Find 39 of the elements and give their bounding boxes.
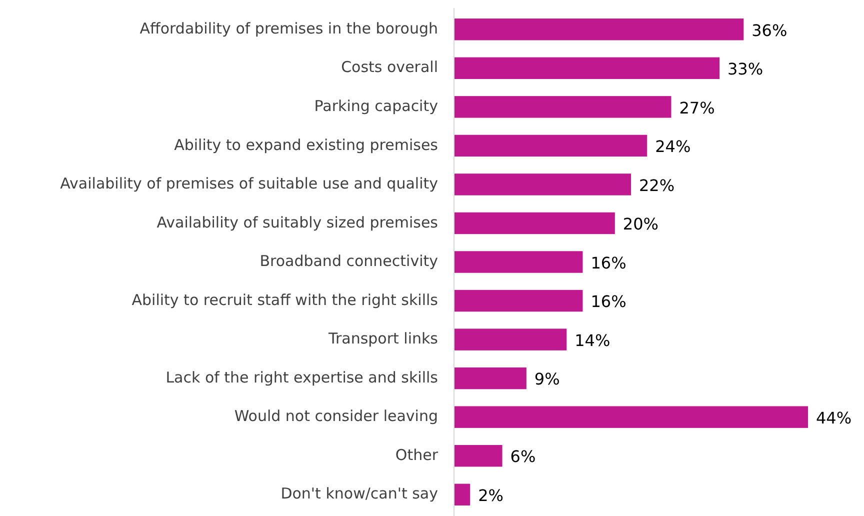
y-tick-label: Broadband connectivity bbox=[260, 252, 438, 270]
data-label: 36% bbox=[752, 20, 788, 40]
y-tick-label: Don't know/can't say bbox=[280, 484, 438, 503]
data-label: 16% bbox=[590, 253, 626, 272]
data-label: 27% bbox=[679, 98, 715, 118]
bar bbox=[454, 406, 808, 428]
bar bbox=[454, 328, 567, 350]
bar bbox=[454, 251, 583, 273]
y-tick-label: Ability to recruit staff with the right skills bbox=[132, 290, 438, 309]
data-label: 22% bbox=[639, 176, 675, 195]
bar bbox=[454, 367, 526, 390]
bar bbox=[454, 57, 720, 80]
data-label: 16% bbox=[590, 292, 626, 312]
y-tick-label: Costs overall bbox=[341, 58, 438, 76]
y-tick-label: Other bbox=[395, 446, 439, 464]
bar bbox=[454, 212, 615, 234]
y-tick-label: Transport links bbox=[328, 330, 438, 348]
y-tick-label: Affordability of premises in the borough bbox=[140, 19, 438, 38]
y-tick-label: Availability of premises of suitable use and quality bbox=[60, 174, 438, 193]
bar bbox=[454, 444, 502, 467]
data-label: 44% bbox=[816, 408, 852, 428]
data-label: 6% bbox=[510, 447, 536, 466]
data-label: 33% bbox=[728, 60, 764, 79]
data-label: 24% bbox=[655, 137, 691, 156]
bar bbox=[454, 18, 744, 40]
y-tick-label: Parking capacity bbox=[314, 97, 438, 116]
y-tick-label: Availability of suitably sized premises bbox=[156, 213, 438, 232]
data-label: 9% bbox=[534, 370, 560, 389]
data-label: 2% bbox=[478, 486, 504, 505]
y-tick-label: Ability to expand existing premises bbox=[174, 136, 438, 154]
bar bbox=[454, 174, 631, 196]
y-tick-label: Lack of the right expertise and skills bbox=[166, 368, 438, 386]
bar bbox=[454, 290, 583, 312]
y-tick-label: Would not consider leaving bbox=[234, 407, 438, 426]
data-label: 14% bbox=[574, 330, 610, 350]
bar bbox=[454, 484, 470, 506]
bar bbox=[454, 134, 648, 157]
bar bbox=[454, 96, 672, 118]
data-label: 20% bbox=[622, 214, 658, 234]
